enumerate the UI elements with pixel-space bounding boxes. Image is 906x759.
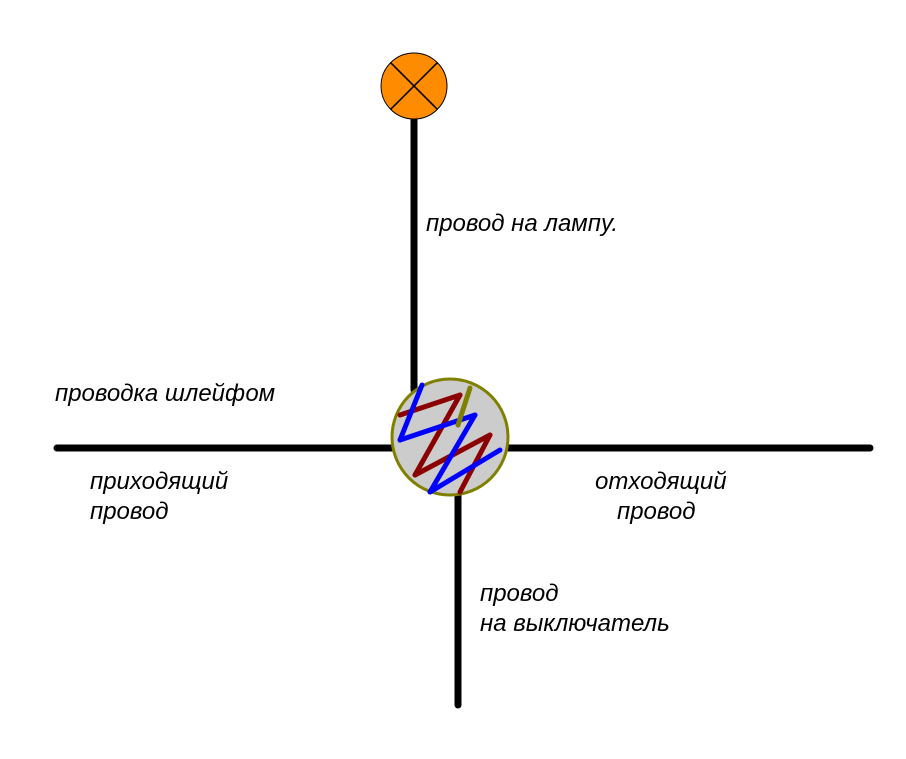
label-loop-wiring: проводка шлейфом	[55, 380, 275, 408]
label-outgoing-wire-1: отходящий	[595, 468, 727, 496]
label-lamp-wire: провод на лампу.	[426, 210, 618, 238]
wiring-diagram: провод на лампу. проводка шлейфом приход…	[0, 0, 906, 759]
label-switch-wire-1: провод	[480, 580, 559, 608]
label-outgoing-wire-2: провод	[617, 498, 696, 526]
label-incoming-wire-2: провод	[90, 498, 169, 526]
label-incoming-wire-1: приходящий	[90, 468, 228, 496]
label-switch-wire-2: на выключатель	[480, 610, 670, 638]
lamp-symbol	[381, 53, 447, 119]
